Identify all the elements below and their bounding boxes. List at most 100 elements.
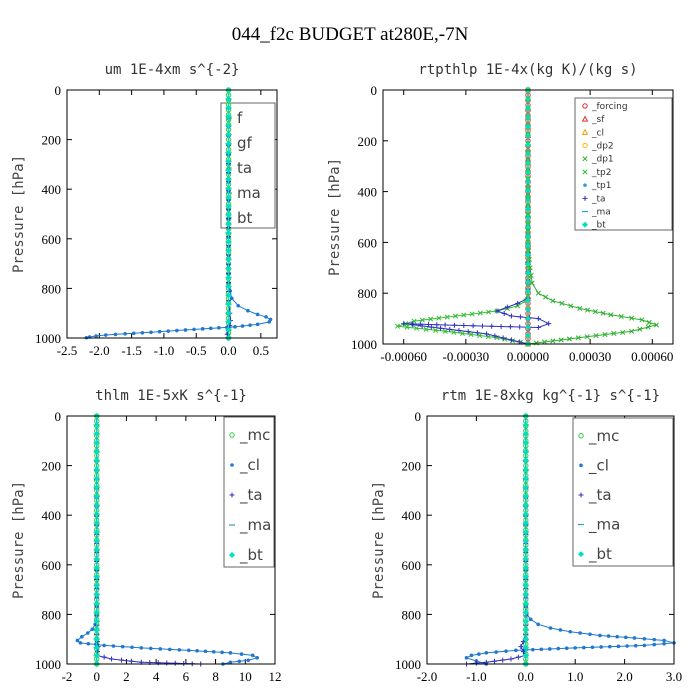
data-point [428,324,434,330]
data-point [93,555,100,562]
series-markers [225,87,232,341]
data-point [520,639,526,645]
data-point [525,224,531,231]
series-bt [525,87,531,347]
data-point [547,647,552,651]
data-point [419,323,425,329]
data-point [166,329,171,333]
data-point [522,609,529,616]
data-point [225,256,232,263]
data-point [525,169,531,176]
data-point [620,329,626,335]
data-point [525,288,531,295]
data-point [525,324,531,331]
data-point [525,141,531,148]
legend-entry: _cl [581,128,604,138]
data-point [484,651,489,655]
data-point [514,648,518,653]
y-tick-label: 400 [42,508,62,523]
data-point [546,321,552,327]
data-point [599,645,603,649]
legend-marker [229,492,235,498]
data-point [93,627,100,634]
data-point [423,326,429,332]
data-point [175,328,179,333]
legend-label: _tp2 [591,168,611,178]
data-point [645,324,651,330]
x-tick-label: -1.0 [154,343,175,358]
data-point [522,582,529,589]
data-point [183,328,188,332]
legend-marker [582,195,588,201]
data-point [93,511,100,518]
data-point [255,322,260,327]
data-point [525,297,531,304]
data-point [177,648,182,652]
x-tick-label: -0.5 [186,343,207,358]
legend-label: _ma [239,516,271,535]
data-point [522,627,529,634]
data-point [479,323,485,329]
data-point [522,644,529,651]
legend-entry: _ta [582,194,606,204]
data-point [525,151,531,158]
data-point [172,660,178,666]
data-point [522,529,529,536]
y-tick-label: 400 [358,185,378,200]
data-point [474,330,480,336]
legend-label: bt [237,209,253,227]
legend-entry: _mc [229,426,270,445]
legend-label: _bt [591,221,606,231]
data-point [200,327,205,331]
data-point [522,591,529,598]
data-point [225,238,232,245]
data-point [525,306,531,313]
data-point [130,645,134,650]
data-point [264,315,268,319]
data-point [78,641,83,645]
legend-entry: _sf [581,115,605,125]
data-point [239,652,244,656]
series-line [397,90,529,345]
data-point [593,333,599,339]
data-point [86,641,91,646]
series-line [466,416,527,665]
data-point [469,311,475,317]
data-point [492,333,498,339]
y-axis-label: Pressure [hPa] [11,481,27,599]
data-point [522,555,529,562]
data-point [522,493,529,500]
data-point [517,324,523,330]
data-point [225,176,232,183]
data-point [477,652,481,656]
data-point [86,631,90,635]
data-point [528,617,533,622]
legend-label: _sf [591,115,605,125]
data-point [592,309,598,315]
data-point [525,242,531,249]
series-bt [225,87,232,341]
data-point [529,280,535,286]
x-tick-label: 0.00030 [569,349,611,364]
y-tick-label: 200 [42,459,62,474]
data-point [473,660,479,666]
legend-marker [229,432,235,438]
data-point [568,303,574,309]
y-axis-label: Pressure [hPa] [11,155,27,273]
legend-marker [581,128,589,135]
data-point [494,308,500,314]
data-point [486,309,492,315]
legend-entry: _ma [229,516,271,535]
data-point [525,279,531,286]
data-point [442,322,448,328]
legend-label: _dp2 [591,142,614,152]
data-point [225,310,232,317]
x-tick-label: 8 [212,669,219,684]
data-point [93,484,100,491]
data-point [225,229,232,236]
data-point [452,313,459,319]
y-axis-label: Pressure [hPa] [371,481,387,599]
data-point [93,591,100,598]
data-point [436,315,442,321]
data-point [225,149,232,156]
